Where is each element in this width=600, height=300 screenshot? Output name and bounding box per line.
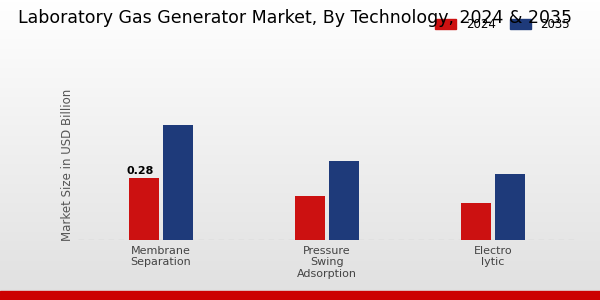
Bar bbox=[163, 125, 193, 240]
Bar bbox=[295, 196, 325, 240]
Text: Laboratory Gas Generator Market, By Technology, 2024 & 2035: Laboratory Gas Generator Market, By Tech… bbox=[18, 9, 572, 27]
Text: 0.28: 0.28 bbox=[126, 167, 154, 176]
Y-axis label: Market Size in USD Billion: Market Size in USD Billion bbox=[61, 89, 74, 241]
Bar bbox=[130, 178, 160, 240]
Bar bbox=[329, 160, 359, 240]
Bar bbox=[461, 202, 491, 240]
Bar bbox=[494, 174, 524, 240]
Legend: 2024, 2035: 2024, 2035 bbox=[435, 18, 570, 31]
